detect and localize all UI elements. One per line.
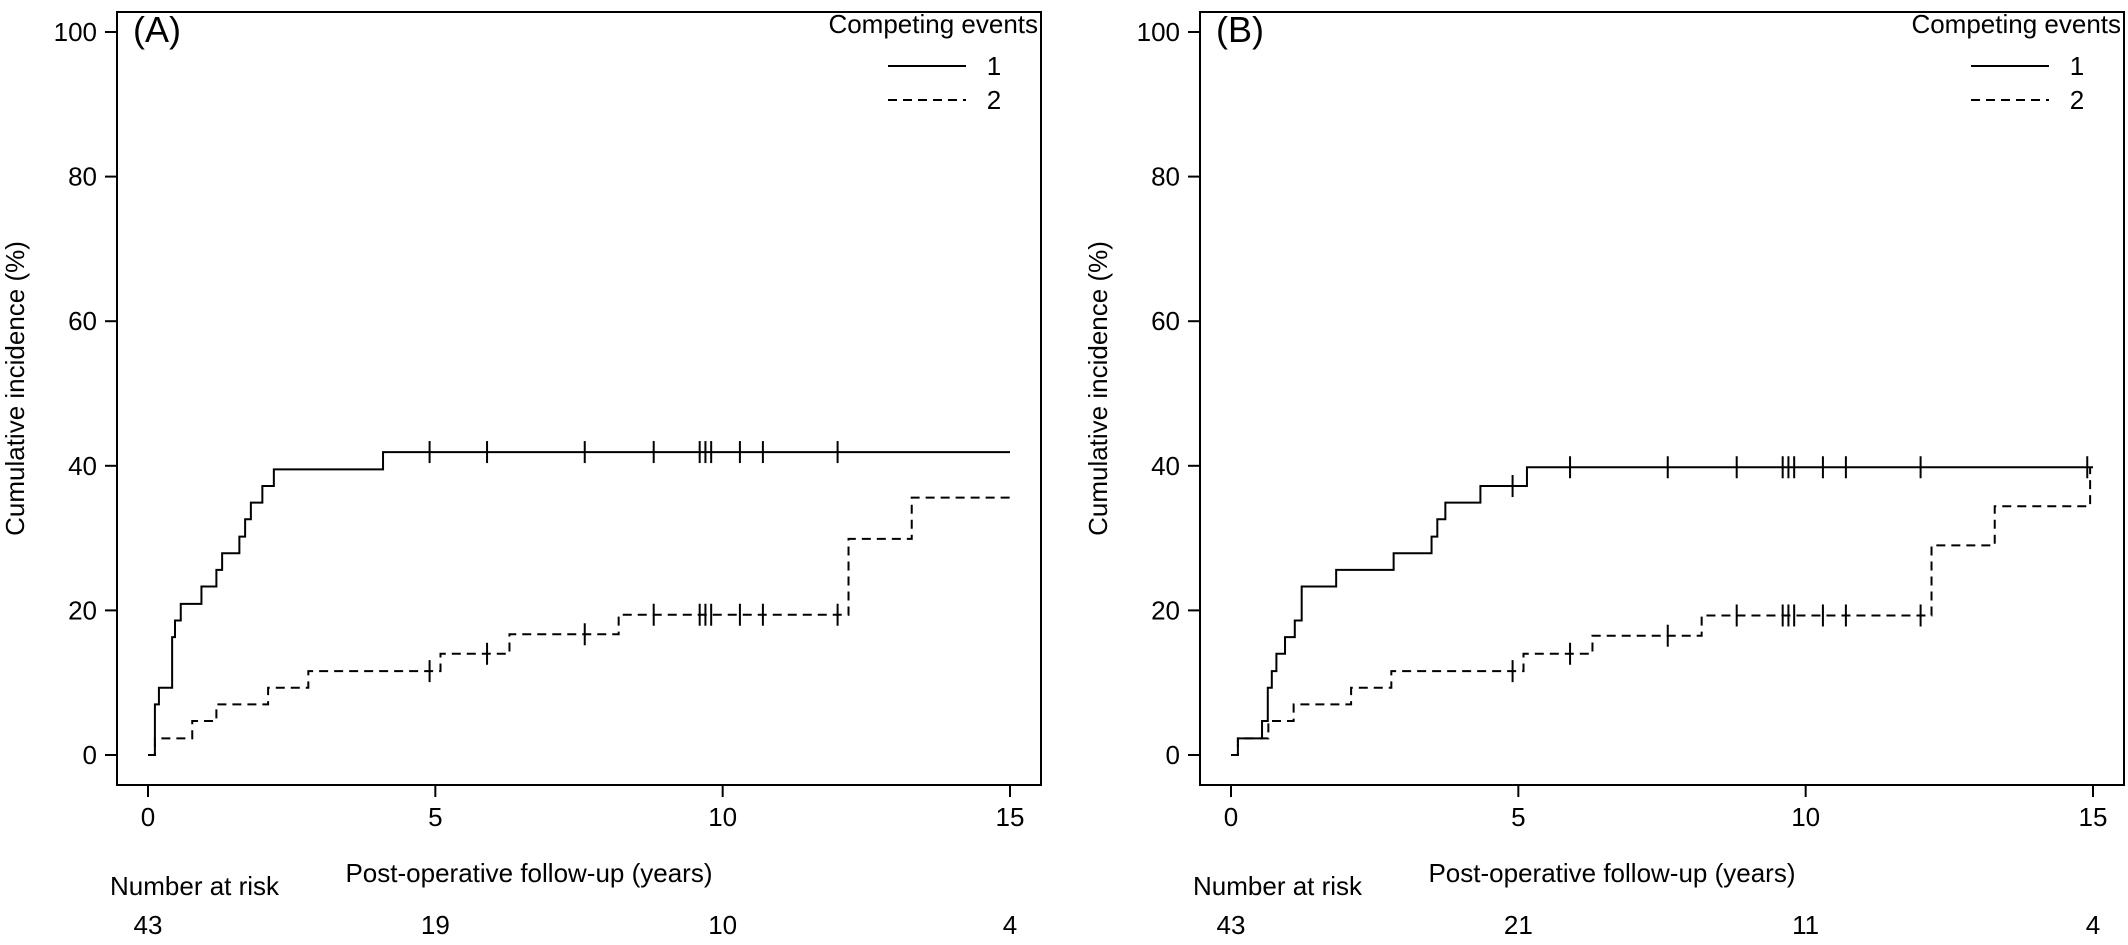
x-tick-label: 15: [996, 802, 1025, 832]
risk-count: 11: [1792, 910, 1819, 940]
series-line-2: [1231, 467, 2092, 756]
legend-title: Competing events: [828, 9, 1038, 39]
y-tick-label: 0: [83, 740, 97, 770]
legend-entry-2: 2: [987, 85, 1001, 115]
y-tick-label: 60: [68, 306, 97, 336]
legend-entry-1: 1: [2070, 51, 2084, 81]
legend-entry-2: 2: [2070, 85, 2084, 115]
chart-panel-1: 0 20 40 60 80 100 0 5 10 15 Post-operative follow-…: [0, 9, 1042, 940]
y-axis-label: Cumulative incidence (%): [0, 241, 30, 536]
legend-title: Competing events: [1911, 9, 2121, 39]
risk-count: 43: [134, 910, 163, 940]
y-tick-label: 80: [68, 162, 97, 192]
plot-frame: [116, 11, 1042, 786]
y-tick-label: 40: [68, 451, 97, 481]
risk-table-label: Number at risk: [110, 871, 280, 901]
risk-table-label: Number at risk: [1193, 871, 1363, 901]
x-tick-label: 0: [1224, 802, 1238, 832]
x-tick-label: 10: [708, 802, 737, 832]
legend: Competing events 1 2: [1911, 9, 2121, 115]
x-axis-label: Post-operative follow-up (years): [345, 858, 712, 888]
series-line-1: [148, 451, 1010, 756]
series-line-1: [1231, 466, 2093, 756]
x-tick-label: 15: [2079, 802, 2108, 832]
y-axis-label: Cumulative incidence (%): [1083, 241, 1113, 536]
series-line-2: [148, 496, 1010, 756]
risk-count: 4: [1003, 910, 1017, 940]
x-axis-label: Post-operative follow-up (years): [1428, 858, 1795, 888]
y-tick-label: 40: [1151, 451, 1180, 481]
y-tick-label: 100: [54, 17, 97, 47]
panel-label: (A): [133, 9, 181, 50]
risk-count: 10: [708, 910, 737, 940]
risk-count: 19: [421, 910, 450, 940]
y-tick-label: 60: [1151, 306, 1180, 336]
y-tick-label: 20: [68, 595, 97, 625]
legend-entry-1: 1: [987, 51, 1001, 81]
risk-count: 21: [1504, 910, 1533, 940]
risk-count: 43: [1217, 910, 1246, 940]
x-tick-label: 5: [428, 802, 442, 832]
x-tick-label: 0: [141, 802, 155, 832]
x-tick-label: 5: [1511, 802, 1525, 832]
plot-frame: [1199, 11, 2125, 786]
risk-count: 4: [2086, 910, 2100, 940]
y-tick-label: 0: [1166, 740, 1180, 770]
y-tick-label: 20: [1151, 595, 1180, 625]
y-tick-label: 100: [1137, 17, 1180, 47]
risk-table: Number at risk 43 19 10 4: [110, 871, 1017, 940]
y-tick-label: 80: [1151, 162, 1180, 192]
panel-label: (B): [1216, 9, 1264, 50]
chart-panel-2: 0 20 40 60 80 100 0 5 10 15 Post-operative follow-…: [1083, 9, 2125, 940]
x-tick-label: 10: [1791, 802, 1820, 832]
risk-table: Number at risk 43 21 11 4: [1193, 871, 2100, 940]
legend: Competing events 1 2: [828, 9, 1038, 115]
